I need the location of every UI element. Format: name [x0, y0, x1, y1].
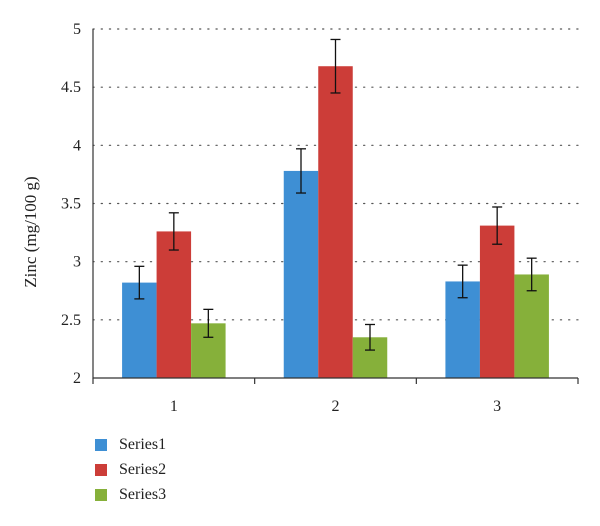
bar: [283, 170, 319, 378]
bar: [514, 274, 549, 378]
y-tick-label: 2: [73, 370, 81, 387]
bar: [156, 231, 192, 378]
legend-label: Series2: [119, 460, 167, 478]
y-tick-label: 3: [73, 254, 81, 271]
bar: [318, 66, 353, 378]
legend-label: Series3: [119, 485, 167, 503]
bar: [479, 225, 515, 378]
y-tick-label: 4.5: [61, 79, 81, 96]
y-tick-label: 3.5: [61, 196, 81, 213]
legend-item: Series1: [95, 432, 166, 457]
error-bars: [134, 38, 537, 351]
bars: [122, 66, 549, 378]
x-tick-label: 3: [493, 398, 501, 415]
x-tick-labels: 1 2 3: [170, 398, 501, 415]
y-tick-label: 5: [73, 21, 81, 38]
y-axis-label: Zinc (mg/100 g): [21, 176, 40, 287]
x-tick-label: 1: [170, 398, 178, 415]
legend-item: Series2: [95, 457, 166, 482]
x-tick-label: 2: [332, 398, 340, 415]
legend-item: Series3: [95, 482, 166, 507]
legend-swatch: [95, 488, 107, 501]
axes: [92, 29, 579, 384]
legend: Series1 Series2 Series3: [95, 432, 166, 507]
y-tick-label: 4: [73, 137, 81, 154]
legend-swatch: [95, 438, 107, 451]
bar-chart: 2 2.5 3 3.5 4 4.5 5 1 2 3 Zinc (mg/100 g): [21, 21, 579, 415]
legend-swatch: [95, 463, 107, 476]
y-tick-labels: 2 2.5 3 3.5 4 4.5 5: [61, 21, 81, 387]
y-tick-label: 2.5: [61, 312, 81, 329]
legend-label: Series1: [119, 435, 167, 453]
